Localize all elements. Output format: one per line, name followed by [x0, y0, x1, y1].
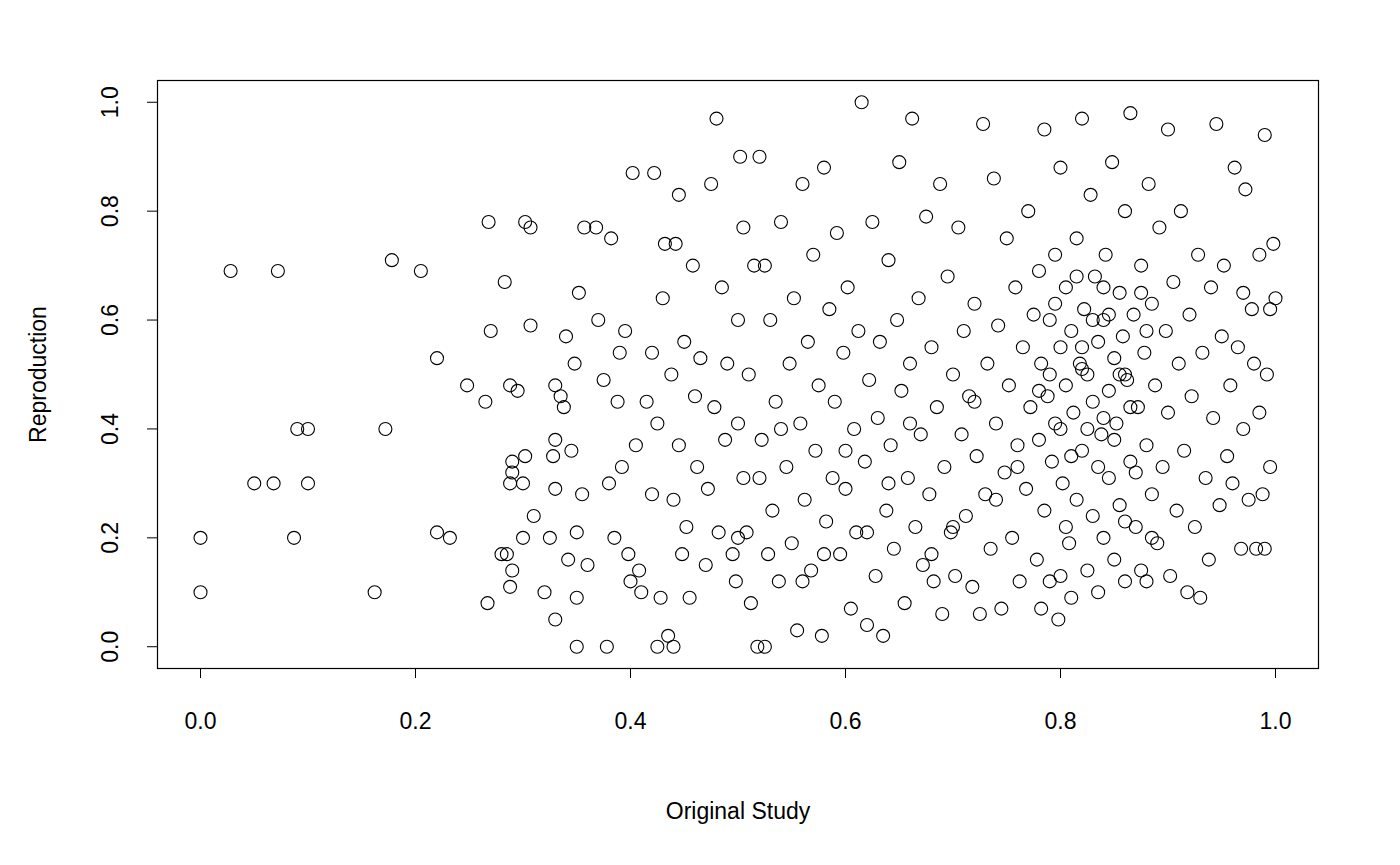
svg-text:1.0: 1.0: [97, 86, 123, 118]
svg-text:0.6: 0.6: [830, 708, 862, 734]
svg-text:0.2: 0.2: [400, 708, 432, 734]
svg-text:Reproduction: Reproduction: [25, 306, 51, 443]
svg-text:0.0: 0.0: [185, 708, 217, 734]
svg-text:0.4: 0.4: [97, 413, 123, 445]
svg-text:Original Study: Original Study: [666, 798, 811, 824]
svg-text:0.4: 0.4: [615, 708, 647, 734]
svg-text:0.0: 0.0: [97, 631, 123, 663]
svg-text:0.8: 0.8: [1045, 708, 1077, 734]
svg-text:1.0: 1.0: [1260, 708, 1292, 734]
svg-text:0.6: 0.6: [97, 304, 123, 336]
svg-text:0.8: 0.8: [97, 195, 123, 227]
svg-text:0.2: 0.2: [97, 522, 123, 554]
